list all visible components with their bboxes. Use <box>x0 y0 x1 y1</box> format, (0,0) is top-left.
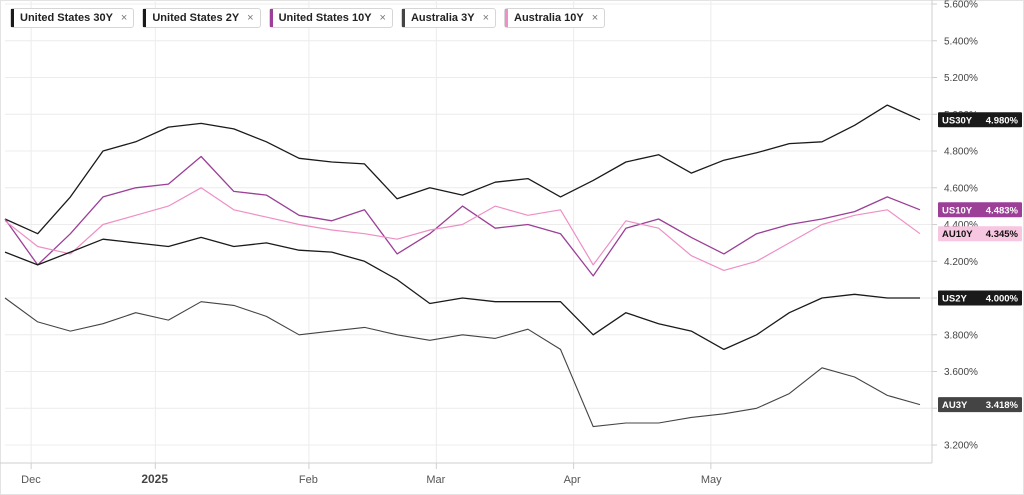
y-tick-label: 5.600% <box>944 0 978 11</box>
series-tag-value: 4.980% <box>986 115 1019 126</box>
series-tag-label: US10Y <box>942 205 973 216</box>
y-tick-label: 4.600% <box>944 183 978 194</box>
remove-series-icon[interactable]: × <box>591 12 599 24</box>
y-tick-label: 4.200% <box>944 257 978 268</box>
series-tag-value: 4.000% <box>986 294 1019 305</box>
remove-series-icon[interactable]: × <box>379 12 386 24</box>
series-value-tag <box>938 226 1022 242</box>
legend-chip[interactable]: United States 30Y × <box>10 8 135 28</box>
x-tick-label: 2025 <box>141 472 168 486</box>
y-tick-label: 5.200% <box>944 73 978 84</box>
series-tag-label: AU10Y <box>942 229 973 240</box>
legend-chip[interactable]: United States 10Y × <box>268 8 393 28</box>
series-line[interactable] <box>4 187 921 271</box>
series-value-tag <box>938 290 1022 306</box>
y-tick-label: 4.800% <box>944 147 978 158</box>
remove-series-icon[interactable]: × <box>120 12 128 24</box>
series-tag-value: 4.483% <box>986 205 1019 216</box>
series-line[interactable] <box>4 297 921 428</box>
series-line[interactable] <box>4 155 921 277</box>
legend-chip[interactable]: Australia 10Y × <box>504 8 606 28</box>
legend-chip[interactable]: Australia 3Y × <box>400 8 496 28</box>
legend-swatch <box>505 9 508 27</box>
legend-label: Australia 3Y <box>410 12 475 24</box>
legend-label: United States 10Y <box>278 12 372 24</box>
series-value-tag <box>938 202 1022 218</box>
x-tick-label: Apr <box>564 474 581 486</box>
y-tick-label: 5.400% <box>944 36 978 47</box>
legend-swatch <box>269 9 273 27</box>
y-tick-label: 3.200% <box>944 441 978 452</box>
x-tick-label: May <box>701 474 722 486</box>
legend-swatch <box>143 9 147 27</box>
series-value-tag <box>938 397 1022 413</box>
series-tag-value: 4.345% <box>986 229 1019 240</box>
x-tick-label: Dec <box>21 474 41 486</box>
y-tick-label: 4.400% <box>944 220 978 231</box>
remove-series-icon[interactable]: × <box>482 12 489 24</box>
legend-label: United States 2Y <box>152 12 240 24</box>
legend-chip[interactable]: United States 2Y × <box>142 8 261 28</box>
series-line[interactable] <box>4 236 920 351</box>
legend-swatch <box>401 9 405 27</box>
x-tick-label: Mar <box>426 474 445 486</box>
series-tag-label: US30Y <box>942 115 973 126</box>
series-tag-label: AU3Y <box>942 400 968 411</box>
series-value-tag <box>938 112 1022 128</box>
series-tag-label: US2Y <box>942 294 967 305</box>
legend-label: Australia 10Y <box>514 12 584 24</box>
y-tick-label: 3.800% <box>944 330 978 341</box>
legend-swatch <box>11 9 14 27</box>
series-tag-value: 3.418% <box>986 400 1019 411</box>
y-tick-label: 3.600% <box>944 367 978 378</box>
legend: United States 30Y × United States 2Y × Unite… <box>10 8 606 28</box>
remove-series-icon[interactable]: × <box>247 12 254 24</box>
x-tick-label: Feb <box>299 474 318 486</box>
legend-label: United States 30Y <box>20 12 113 24</box>
series-line[interactable] <box>4 104 921 235</box>
